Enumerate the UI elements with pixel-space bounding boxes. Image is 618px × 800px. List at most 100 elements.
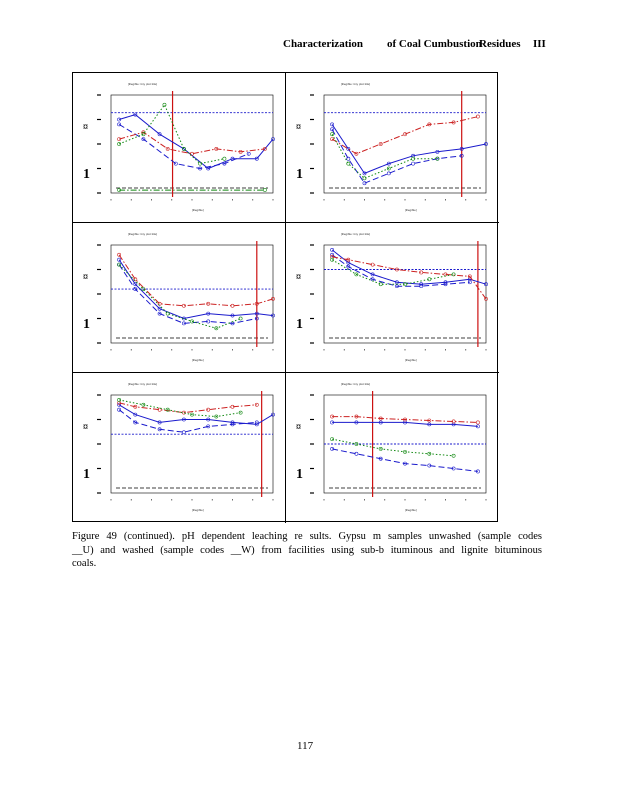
data-point [117,137,122,142]
data-point [254,402,259,407]
data-point [411,161,416,166]
series-line-w-b [331,133,438,179]
chart-svg: [illegible: tiny plot title] ¤ 1 [illegible… [296,232,488,362]
data-point [435,156,440,161]
data-point [354,442,359,446]
x-axis-label: [illegible] [405,358,417,362]
series-line-w-a [331,129,462,184]
data-point [427,451,432,456]
data-point [330,414,335,419]
data-point [435,149,440,154]
series-line-w-b [332,438,454,457]
y-axis-symbol-bottom: 1 [83,167,90,182]
data-point [117,407,122,412]
data-point [206,417,211,422]
header-title-part-2: of Coal Cumbustion [387,38,482,50]
data-point [403,132,407,137]
data-point [254,311,259,316]
chart-title: [illegible: tiny plot title] [128,232,157,236]
data-point [238,316,243,321]
series-line-u-a [118,259,274,320]
data-point [157,420,162,425]
y-axis-symbol-top: ¤ [83,422,88,433]
data-point [346,161,351,166]
data-point [133,282,138,287]
data-point [206,319,211,324]
x-axis-label: [illegible] [405,208,417,212]
plot-frame [110,244,274,344]
data-point [427,422,432,427]
series-line-w-a [118,264,257,324]
chart-panel-middle-left: [illegible: tiny plot title] ¤ 1 [illegible… [73,223,286,373]
data-point [117,122,122,127]
data-point [386,161,391,166]
data-point [378,456,383,461]
data-point [165,147,170,151]
chart-title: [illegible: tiny plot title] [341,82,370,86]
data-point [157,407,162,412]
data-point [141,287,146,292]
y-axis-symbol-bottom: 1 [296,317,303,332]
data-point [117,252,122,257]
header-title-part-4: III [533,38,546,50]
data-point [378,420,383,425]
data-point [354,420,359,425]
data-point [157,427,162,432]
chart-title: [illegible: tiny plot title] [341,382,370,386]
data-point [484,282,488,287]
series-line-w-a [332,448,478,472]
data-point [133,420,138,425]
series-line-u-a [331,249,487,285]
series-line-w-b [119,399,241,418]
data-point [206,407,211,412]
x-axis-label: [illegible] [192,208,204,212]
data-point [182,430,186,435]
series-line-w-b [118,103,225,165]
chart-panel-top-right: [illegible: tiny plot title] ¤ 1 [illegible… [286,73,499,223]
data-point [459,153,464,158]
plot-frame [110,94,274,194]
data-point [182,417,186,422]
data-point [451,453,456,458]
data-point [117,397,122,402]
y-axis-symbol-bottom: 1 [83,467,90,482]
data-point [214,326,219,331]
data-point [182,147,186,151]
y-axis-symbol-top: ¤ [83,122,88,133]
data-point [330,247,335,252]
data-point [330,132,335,137]
data-point [451,272,456,277]
data-point [133,412,138,417]
data-point [162,102,167,107]
chart-svg: [illegible: tiny plot title] ¤ 1 [illegible… [83,82,275,212]
data-point [427,418,432,423]
data-point [386,166,391,171]
data-point [475,424,480,429]
data-point [346,156,351,161]
data-point [198,166,203,171]
plot-frame [110,394,274,494]
data-point [262,147,267,151]
data-point [451,466,456,471]
data-point [467,274,472,279]
series-line-w-b [118,264,241,329]
data-point [133,277,138,282]
data-point [378,282,383,287]
chart-svg: [illegible: tiny plot title] ¤ 1 [illegible… [83,232,275,362]
data-point [475,114,480,119]
data-point [354,451,359,456]
chart-panel-bottom-left: [illegible: tiny plot title] ¤ 1 [illegible… [73,373,286,523]
data-point [330,122,335,127]
data-point [262,188,267,192]
data-point [378,416,383,421]
data-point [484,142,488,146]
data-point [230,303,235,308]
data-point [222,161,227,166]
data-point [157,311,162,316]
data-point [198,161,203,166]
data-point [206,311,211,316]
x-axis-label: [illegible] [405,508,417,512]
x-axis-label: [illegible] [192,508,204,512]
series-line-u-a [118,404,274,425]
y-axis-symbol-top: ¤ [296,422,301,433]
